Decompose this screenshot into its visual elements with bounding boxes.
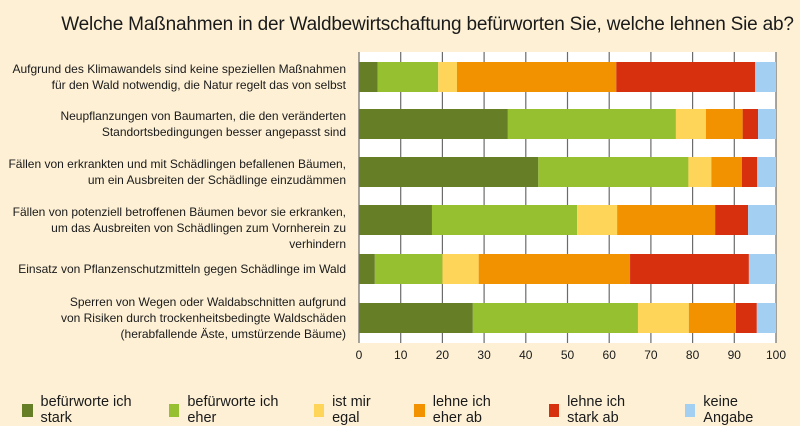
x-axis-ticks: 0 10 20 30 40 50 60 70 80 90 100	[356, 348, 787, 362]
bar-segment	[438, 62, 457, 92]
x-tick-label: 30	[477, 348, 491, 362]
chart-title: Welche Maßnahmen in der Waldbewirtschaft…	[61, 14, 794, 35]
bar-segment	[359, 303, 473, 333]
bar-segment	[538, 157, 689, 187]
bar-segment	[359, 157, 539, 187]
x-tick-label: 0	[356, 348, 363, 362]
legend-item: ist mir egal	[313, 394, 389, 426]
legend-swatch	[313, 403, 325, 417]
bar-segment	[675, 109, 706, 139]
legend-label: keine Angabe	[703, 394, 754, 426]
bar-segment	[735, 303, 757, 333]
category-label: Aufgrund des Klimawandels sind keine spe…	[12, 62, 346, 92]
legend-label: lehne ich stark ab	[567, 394, 626, 426]
bar-segment	[616, 62, 756, 92]
bar-segment	[431, 205, 578, 235]
category-label: Fällen von potenziell betroffenen Bäumen…	[12, 205, 346, 251]
bars-group	[359, 62, 776, 333]
x-tick-label: 90	[728, 348, 742, 362]
legend-swatch	[684, 403, 696, 417]
legend-swatch	[548, 403, 560, 417]
bar-segment	[478, 254, 631, 284]
legend-swatch	[168, 403, 180, 417]
gridlines-group	[358, 52, 777, 343]
legend-label: lehne ich eher ab	[432, 394, 491, 426]
category-label: Sperren von Wegen oder Waldabschnitten a…	[60, 295, 346, 341]
x-tick-label: 40	[519, 348, 533, 362]
bar-segment	[715, 205, 749, 235]
category-label: Einsatz von Pflanzenschutzmitteln gegen …	[18, 262, 346, 276]
x-tick-label: 80	[686, 348, 700, 362]
x-tick-label: 70	[644, 348, 658, 362]
x-tick-label: 50	[561, 348, 575, 362]
legend-swatch	[22, 403, 33, 417]
bar-segment	[359, 205, 432, 235]
legend-item: befürworte ich eher	[168, 394, 288, 426]
bar-segment	[577, 205, 618, 235]
bar-segment	[748, 205, 776, 235]
x-tick-label: 20	[436, 348, 450, 362]
bar-segment	[359, 109, 508, 139]
bar-segment	[755, 62, 776, 92]
x-tick-label: 100	[766, 348, 786, 362]
category-label: Fällen von erkrankten und mit Schädlinge…	[8, 157, 346, 187]
bar-segment	[442, 254, 479, 284]
bar-segment	[688, 303, 736, 333]
bar-segment	[756, 303, 776, 333]
bar-segment	[748, 254, 776, 284]
bar-segment	[711, 157, 742, 187]
x-tick-label: 10	[394, 348, 408, 362]
bar-segment	[757, 157, 776, 187]
legend-item: befürworte ich stark	[22, 394, 143, 426]
bar-segment	[377, 62, 439, 92]
bar-segment	[637, 303, 689, 333]
legend-item: lehne ich stark ab	[548, 394, 659, 426]
bar-segment	[507, 109, 676, 139]
bar-segment	[374, 254, 443, 284]
bar-segment	[630, 254, 749, 284]
bar-segment	[359, 62, 378, 92]
legend-item: keine Angabe	[684, 394, 774, 426]
bar-segment	[472, 303, 638, 333]
legend: befürworte ich stark befürworte ich eher i…	[22, 394, 800, 426]
bar-segment	[688, 157, 712, 187]
legend-item: lehne ich eher ab	[414, 394, 522, 426]
legend-label: befürworte ich stark	[40, 394, 132, 426]
bar-segment	[741, 157, 758, 187]
legend-label: befürworte ich eher	[187, 394, 279, 426]
legend-swatch	[414, 403, 425, 417]
bar-segment	[758, 109, 776, 139]
stacked-bar-chart: 0 10 20 30 40 50 60 70 80 90 100	[356, 52, 787, 362]
bar-segment	[456, 62, 617, 92]
legend-label: ist mir egal	[332, 394, 371, 426]
category-label: Neupflanzungen von Baumarten, die den ve…	[60, 109, 346, 139]
x-tick-label: 60	[603, 348, 617, 362]
bar-segment	[742, 109, 759, 139]
bar-segment	[617, 205, 716, 235]
bar-segment	[359, 254, 375, 284]
bar-segment	[705, 109, 743, 139]
